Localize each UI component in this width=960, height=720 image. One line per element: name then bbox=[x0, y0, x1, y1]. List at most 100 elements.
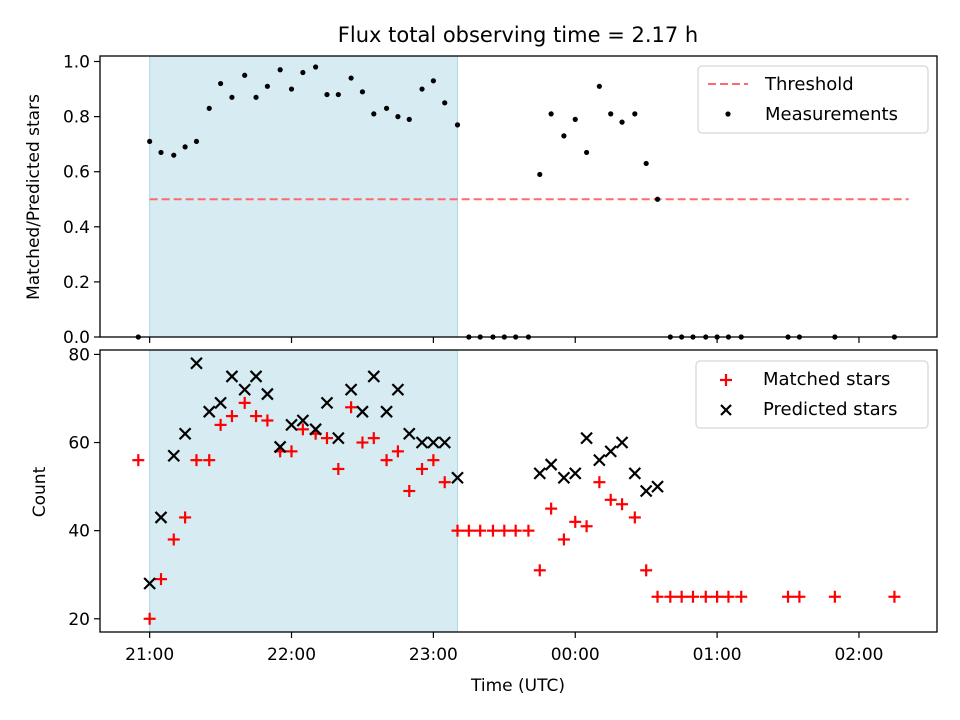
x-axis-label: Time (UTC) bbox=[470, 676, 565, 696]
measurement-point bbox=[313, 64, 319, 70]
predicted-star-point bbox=[615, 436, 629, 449]
measurement-point bbox=[229, 94, 235, 100]
legend-matched-label: Matched stars bbox=[763, 369, 890, 390]
matched-star-point bbox=[545, 502, 558, 515]
predicted-star-point bbox=[391, 383, 405, 396]
matched-star-point bbox=[143, 612, 156, 625]
measurement-point bbox=[477, 334, 483, 340]
measurement-point bbox=[703, 334, 709, 340]
matched-star-point bbox=[722, 590, 735, 603]
measurement-point bbox=[300, 69, 306, 76]
measurement-point bbox=[454, 122, 461, 128]
predicted-star-point bbox=[332, 431, 345, 445]
measurement-point bbox=[406, 116, 412, 122]
counts-axes-frame bbox=[99, 349, 938, 633]
ratio-y-tick-label: 0.2 bbox=[63, 273, 90, 293]
measurement-point bbox=[242, 72, 248, 78]
predicted-star-point bbox=[273, 440, 287, 454]
legend-measurements-label: Measurements bbox=[765, 104, 898, 125]
measurement-point bbox=[548, 111, 554, 117]
counts-panel: Count Time (UTC) 20 40 60 80 21:00 22:00 23:00… bbox=[30, 345, 938, 696]
x-tick-label: 00:00 bbox=[551, 645, 600, 665]
ratio-y-tick-label: 1.0 bbox=[63, 53, 90, 73]
measurement-point bbox=[490, 334, 496, 340]
measurement-point bbox=[288, 86, 295, 92]
matched-star-point bbox=[486, 524, 499, 537]
legend-threshold-label: Threshold bbox=[764, 74, 854, 95]
matched-star-point bbox=[427, 454, 440, 467]
measurement-point bbox=[277, 67, 283, 73]
measurement-point bbox=[264, 83, 270, 89]
measurement-point bbox=[679, 334, 685, 340]
matched-star-point bbox=[462, 524, 475, 537]
ratio-legend: Threshold Measurements bbox=[697, 65, 929, 134]
matched-star-point bbox=[557, 533, 570, 546]
measurement-point bbox=[891, 334, 898, 340]
matched-star-point bbox=[616, 498, 629, 511]
ratio-y-axis-label: Matched/Predicted stars bbox=[24, 94, 44, 300]
measurement-point bbox=[832, 334, 838, 340]
matched-star-point bbox=[225, 410, 238, 423]
predicted-star-point bbox=[356, 405, 369, 418]
measurement-point bbox=[182, 144, 188, 150]
x-tick-label: 21:00 bbox=[125, 645, 174, 665]
measurement-point bbox=[371, 111, 377, 117]
matched-star-point bbox=[474, 524, 487, 537]
matched-star-point bbox=[214, 418, 227, 431]
matched-star-point bbox=[416, 462, 429, 475]
predicted-star-point bbox=[651, 480, 664, 493]
x-tick-label: 23:00 bbox=[409, 645, 458, 665]
measurement-point bbox=[466, 334, 472, 340]
measurement-point bbox=[796, 334, 802, 340]
measurement-point bbox=[501, 334, 507, 340]
ratio-observing-span bbox=[149, 55, 458, 338]
counts-y-tick-label: 60 bbox=[68, 434, 90, 454]
measurement-point bbox=[714, 334, 720, 340]
matched-star-point bbox=[664, 590, 677, 603]
matched-star-point bbox=[332, 462, 345, 475]
matched-star-point bbox=[675, 590, 688, 603]
measurement-point bbox=[348, 75, 354, 81]
chart-title: Flux total observing time = 2.17 h bbox=[338, 23, 698, 47]
measurement-point bbox=[525, 334, 532, 340]
predicted-star-point bbox=[214, 396, 227, 410]
predicted-star-point bbox=[557, 471, 571, 485]
measurement-point bbox=[785, 334, 791, 340]
predicted-star-point bbox=[604, 445, 617, 458]
predicted-star-point bbox=[402, 427, 416, 440]
matched-star-point bbox=[296, 423, 309, 436]
measurement-point bbox=[383, 105, 390, 111]
predicted-star-point bbox=[367, 370, 381, 383]
ratio-axes-frame bbox=[99, 55, 938, 338]
measurement-point bbox=[667, 334, 673, 340]
predicted-star-point bbox=[249, 370, 263, 383]
matched-star-point bbox=[640, 564, 653, 577]
matched-star-point bbox=[179, 511, 192, 524]
measurement-point bbox=[537, 171, 543, 178]
counts-y-tick-label: 20 bbox=[68, 610, 90, 630]
measurement-point bbox=[690, 334, 696, 340]
matched-star-point bbox=[580, 520, 593, 533]
matched-star-point bbox=[828, 590, 841, 603]
matched-star-point bbox=[132, 454, 145, 467]
measurement-point bbox=[738, 334, 744, 340]
measurement-point bbox=[395, 114, 401, 120]
ratio-y-tick-label: 0.0 bbox=[63, 328, 90, 348]
predicted-star-point bbox=[415, 436, 429, 449]
matched-star-point bbox=[888, 590, 901, 603]
matched-star-point bbox=[651, 590, 664, 603]
x-tick-label: 22:00 bbox=[267, 645, 316, 665]
matched-star-point bbox=[345, 401, 358, 414]
measurement-point bbox=[335, 91, 341, 98]
measurement-point bbox=[619, 119, 625, 125]
matched-star-point bbox=[533, 564, 546, 577]
measurement-point bbox=[632, 111, 638, 117]
measurement-point bbox=[654, 196, 661, 202]
ratio-y-tick-label: 0.8 bbox=[63, 108, 90, 128]
matched-star-point bbox=[261, 414, 274, 427]
ratio-panel: Matched/Predicted stars 0.0 0.2 0.4 0.6 0.8 1… bbox=[24, 53, 938, 348]
predicted-star-point bbox=[544, 458, 558, 471]
legend-predicted-label: Predicted stars bbox=[763, 399, 897, 420]
